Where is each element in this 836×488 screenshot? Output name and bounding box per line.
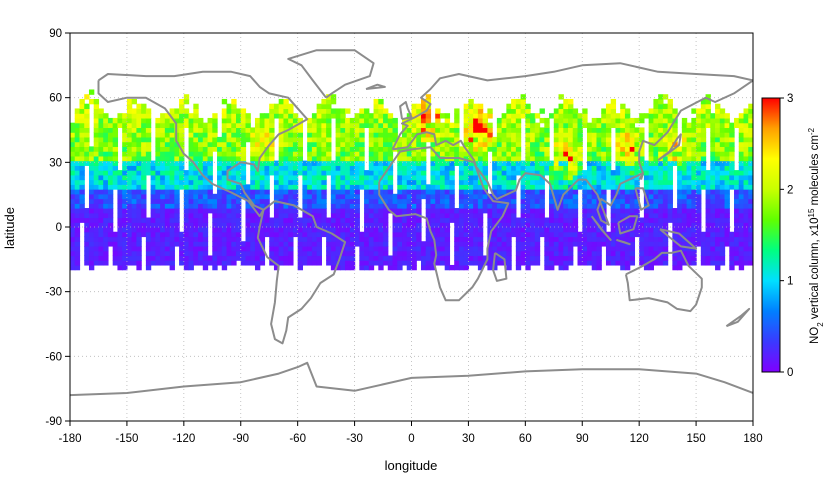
colorbar — [761, 97, 781, 373]
colorbar-ticks: 0 1 2 3 — [780, 93, 793, 379]
y-tick-label: 0 — [56, 222, 62, 234]
colorbar-title: NO2 vertical column, x1015 molecules cm-… — [807, 127, 825, 344]
x-tick-label: -150 — [115, 433, 138, 445]
x-axis-title: longitude — [385, 458, 438, 473]
x-tick-label: -30 — [346, 433, 363, 445]
x-tick-label: 90 — [576, 433, 589, 445]
y-tick-label: 30 — [49, 157, 62, 169]
y-axis-title: latitude — [2, 207, 17, 249]
x-tick-label: -180 — [58, 433, 81, 445]
colorbar-tick-label: 1 — [787, 276, 793, 288]
x-tick-label: -60 — [289, 433, 306, 445]
x-tick-label: 150 — [686, 433, 705, 445]
x-axis-ticks: -180 -150 -120 -90 -60 -30 0 30 60 90 120 150 180 — [58, 421, 763, 445]
y-tick-label: -60 — [45, 351, 62, 363]
x-tick-label: -120 — [172, 433, 195, 445]
colorbar-tick-label: 0 — [787, 367, 793, 379]
x-tick-label: 0 — [408, 433, 414, 445]
x-tick-label: 120 — [630, 433, 649, 445]
colorbar-tick-label: 3 — [787, 93, 793, 105]
x-tick-label: -90 — [232, 433, 249, 445]
y-tick-label: -30 — [45, 287, 62, 299]
y-tick-label: -90 — [45, 416, 62, 428]
coastlines — [70, 49, 753, 397]
y-tick-label: 60 — [49, 93, 62, 105]
colorbar-tick-label: 2 — [787, 184, 793, 196]
y-tick-label: 90 — [49, 28, 62, 40]
x-tick-label: 30 — [462, 433, 475, 445]
x-tick-label: 60 — [519, 433, 532, 445]
x-tick-label: 180 — [743, 433, 762, 445]
y-axis-ticks: 90 60 30 0 -30 -60 -90 — [45, 28, 70, 428]
